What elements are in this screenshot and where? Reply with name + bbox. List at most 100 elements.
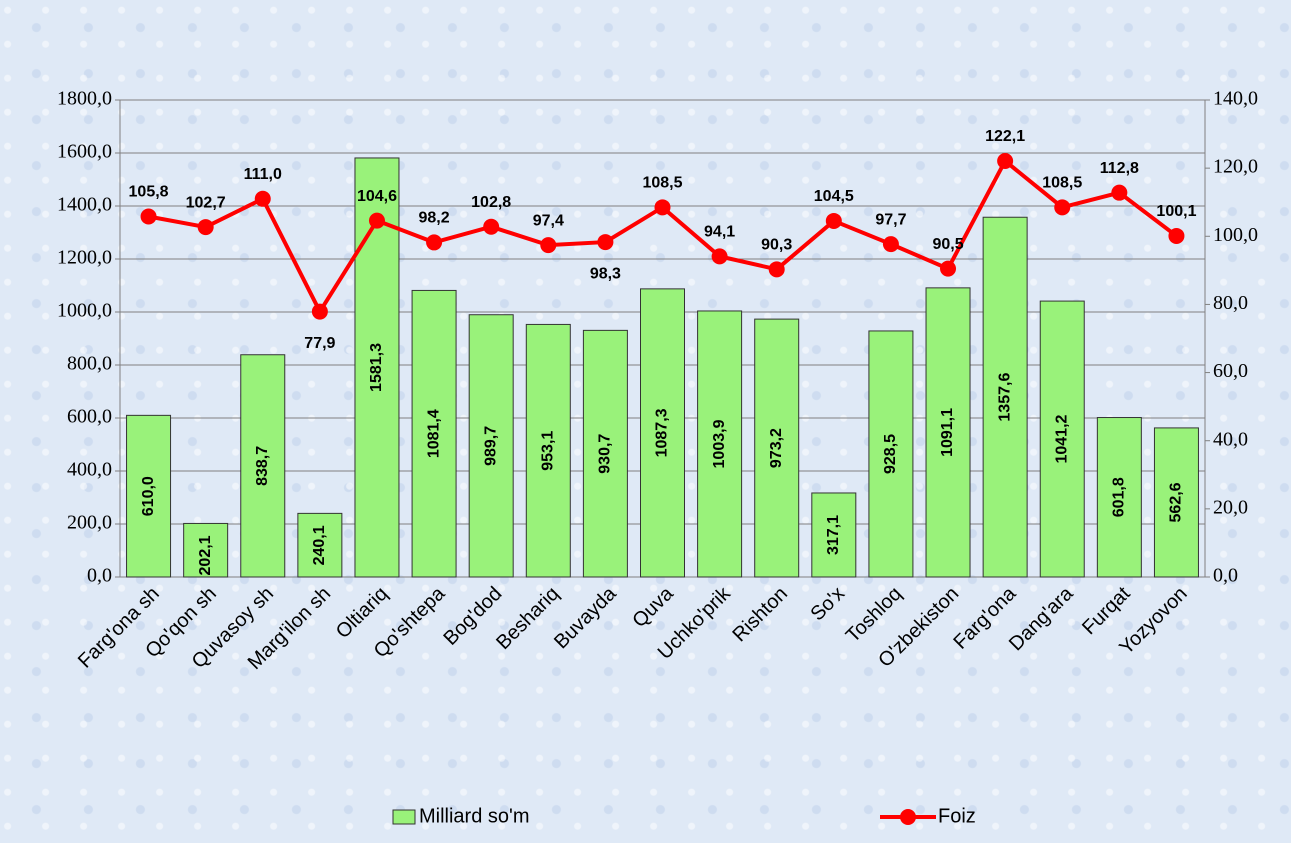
bar-value-label: 838,7 — [254, 446, 271, 486]
bar — [697, 310, 743, 578]
bar — [982, 216, 1028, 578]
bar — [811, 492, 857, 578]
bar-value-label: 1091,1 — [939, 408, 956, 457]
bar — [240, 354, 286, 578]
bar-value-label: 973,2 — [768, 428, 785, 468]
bar — [297, 512, 343, 578]
bar-value-label: 1357,6 — [996, 373, 1013, 422]
bar-value-label: 1041,2 — [1053, 414, 1070, 463]
x-tick-label: Beshariq — [492, 583, 563, 654]
bar-value-label: 1081,4 — [425, 409, 442, 458]
bar — [640, 288, 685, 578]
line-value-label: 104,6 — [357, 188, 397, 205]
x-tick-label: So'x — [806, 583, 849, 626]
line-value-label: 105,8 — [129, 184, 169, 201]
bar — [1039, 300, 1085, 578]
y-tick-label: 1800,0 — [57, 88, 112, 110]
x-tick-label: Furqat — [1078, 582, 1135, 639]
legend-point — [900, 809, 916, 825]
line-point — [540, 237, 557, 254]
x-tick-label: Buvayda — [550, 582, 621, 653]
line-value-label: 77,9 — [304, 335, 335, 352]
line-point — [768, 261, 785, 278]
bar — [868, 330, 914, 578]
line-value-label: 90,3 — [761, 237, 792, 254]
line-point — [597, 234, 614, 251]
x-tick-label: Dang'ara — [1005, 582, 1078, 655]
bar — [411, 289, 457, 578]
bar-value-label: 240,1 — [311, 525, 328, 565]
line-point — [311, 303, 328, 320]
bar — [754, 318, 800, 578]
bar — [525, 323, 571, 578]
bar — [468, 314, 514, 578]
bar-value-label: 202,1 — [197, 535, 214, 575]
line-value-label: 94,1 — [704, 224, 735, 241]
x-tick-label: Farg'ona sh — [74, 583, 164, 673]
line-point — [1111, 184, 1128, 201]
y2-tick-label: 20,0 — [1213, 496, 1248, 518]
y2-tick-label: 140,0 — [1213, 88, 1258, 110]
bar-value-label: 601,8 — [1111, 477, 1128, 517]
line-value-label: 97,7 — [875, 211, 906, 228]
bar-value-label: 610,0 — [140, 476, 157, 516]
y-tick-label: 1000,0 — [57, 300, 112, 322]
line-point — [254, 190, 271, 207]
y-tick-label: 600,0 — [67, 406, 112, 428]
line-point — [368, 212, 385, 229]
line-point — [197, 219, 214, 236]
y-tick-label: 800,0 — [67, 353, 112, 375]
line-value-label: 111,0 — [244, 166, 282, 183]
line-value-label: 108,5 — [1042, 175, 1082, 192]
line-value-label: 98,2 — [419, 210, 450, 227]
bar-value-label: 562,6 — [1168, 482, 1185, 522]
line-point — [711, 248, 728, 265]
line-value-label: 102,8 — [471, 194, 511, 211]
line-value-label: 90,5 — [932, 236, 963, 253]
y2-tick-label: 80,0 — [1213, 292, 1248, 314]
line-value-label: 108,5 — [642, 175, 682, 192]
line-point — [825, 212, 842, 229]
y-tick-label: 1600,0 — [57, 141, 112, 163]
y2-tick-label: 60,0 — [1213, 360, 1248, 382]
y2-tick-label: 0,0 — [1213, 565, 1238, 587]
x-tick-label: Rishton — [728, 583, 792, 647]
line-point — [882, 236, 899, 253]
line-point — [140, 208, 157, 225]
line-value-label: 98,3 — [590, 265, 621, 282]
bar-value-label: 953,1 — [540, 431, 557, 471]
y-tick-label: 400,0 — [67, 459, 112, 481]
line-point — [997, 152, 1014, 169]
bar — [183, 522, 229, 578]
line-point — [1054, 199, 1071, 216]
bar-value-label: 930,7 — [597, 434, 614, 474]
line-point — [940, 260, 957, 277]
x-tick-label: Quva — [628, 582, 678, 632]
bar-value-label: 989,7 — [482, 426, 499, 466]
bar — [126, 414, 172, 578]
y-tick-label: 200,0 — [67, 512, 112, 534]
line-value-label: 112,8 — [1100, 160, 1139, 177]
legend-swatch — [392, 809, 416, 825]
y-tick-label: 1200,0 — [57, 247, 112, 269]
line-value-label: 97,4 — [533, 212, 564, 229]
line-value-label: 104,5 — [814, 188, 854, 205]
bar — [1153, 427, 1199, 578]
y2-tick-label: 120,0 — [1213, 156, 1258, 178]
y2-tick-label: 40,0 — [1213, 428, 1248, 450]
line-point — [426, 234, 443, 251]
bar — [1096, 417, 1142, 578]
legend-label: Foiz — [938, 805, 976, 827]
y-tick-label: 0,0 — [87, 565, 112, 587]
line-value-label: 122,1 — [985, 128, 1025, 145]
line-value-label: 102,7 — [186, 194, 226, 211]
bar-value-label: 928,5 — [882, 434, 899, 474]
bar-value-label: 1087,3 — [654, 408, 671, 457]
bar — [925, 287, 971, 578]
line-point — [654, 199, 671, 216]
bar-value-label: 1581,3 — [368, 343, 385, 392]
line-point — [1168, 227, 1185, 244]
y-tick-label: 1400,0 — [57, 194, 112, 216]
legend-label: Milliard so'm — [419, 805, 530, 827]
